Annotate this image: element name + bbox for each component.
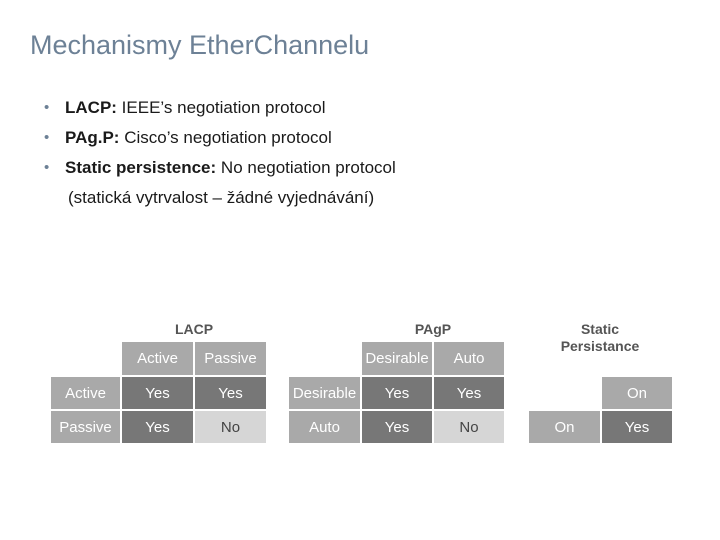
bullet-label: Static persistence: [65,158,217,177]
bullet-continuation: (statická vytrvalost – žádné vyjednávání… [68,188,375,207]
pagp-cell: Yes [362,377,432,409]
bullet-dot-icon: • [44,159,50,176]
lacp-cell: Yes [195,377,266,409]
bullet-pagp: • PAg.P: Cisco’s negotiation protocol [44,127,396,157]
pagp-cell: Yes [434,377,504,409]
static-table-title: Static Persistance [540,321,660,355]
pagp-row-header-desirable: Desirable [289,377,360,409]
bullet-text: No negotiation protocol [216,158,396,177]
slide-title: Mechanismy EtherChannelu [30,30,370,60]
bullet-text: IEEE’s negotiation protocol [116,98,326,117]
static-cell: Yes [602,411,672,443]
bullet-lacp: • LACP: IEEE’s negotiation protocol [44,97,396,127]
lacp-cell: Yes [122,411,193,443]
lacp-cell: No [195,411,266,443]
bullet-dot-icon: • [44,99,50,116]
static-title-line2: Persistance [560,338,640,354]
static-col-header-on: On [602,377,672,409]
pagp-col-header-desirable: Desirable [362,342,432,375]
bullet-label: PAg.P: [65,128,120,147]
pagp-table-title: PAgP [414,321,452,337]
lacp-col-header-passive: Passive [195,342,266,375]
static-row-header-on: On [529,411,600,443]
pagp-col-header-auto: Auto [434,342,504,375]
lacp-table-title: LACP [174,321,214,337]
bullet-list: • LACP: IEEE’s negotiation protocol • PA… [44,97,396,187]
lacp-row-header-active: Active [51,377,120,409]
bullet-static: • Static persistence: No negotiation pro… [44,157,396,187]
lacp-row-header-passive: Passive [51,411,120,443]
pagp-cell: Yes [362,411,432,443]
lacp-col-header-active: Active [122,342,193,375]
bullet-text: Cisco’s negotiation protocol [119,128,332,147]
pagp-row-header-auto: Auto [289,411,360,443]
pagp-cell: No [434,411,504,443]
static-title-line1: Static [580,321,620,337]
bullet-dot-icon: • [44,129,50,146]
lacp-cell: Yes [122,377,193,409]
bullet-label: LACP: [65,98,117,117]
